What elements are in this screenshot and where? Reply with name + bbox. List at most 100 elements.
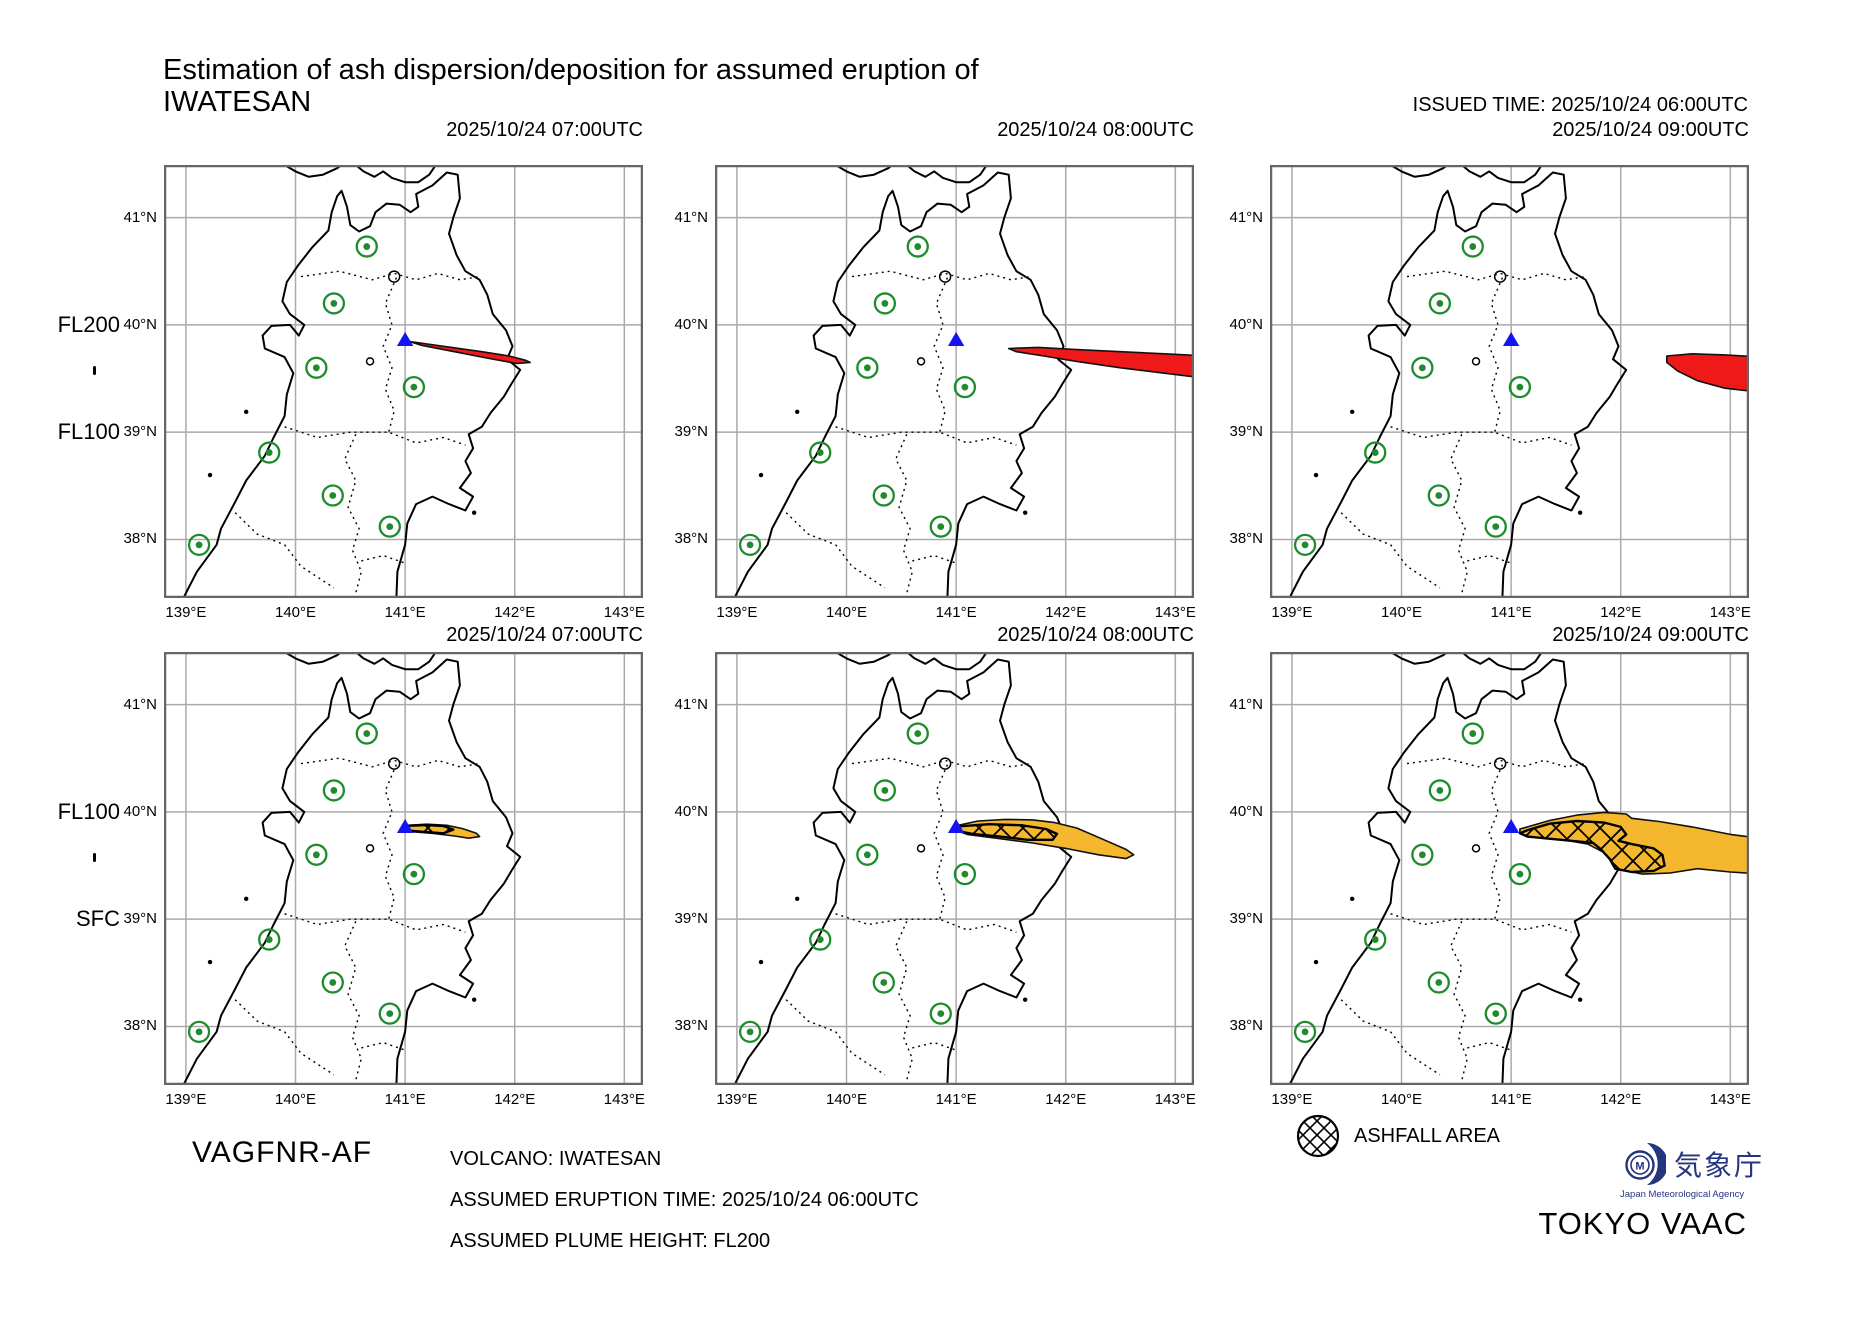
monitored-volcano-symbols [187, 722, 426, 1043]
map-canvas [1270, 165, 1749, 598]
small-island [471, 997, 477, 1002]
volcano-triangle-marker [396, 818, 414, 833]
monitored-volcano-icon [873, 779, 897, 802]
jma-logo-icon: M [1625, 1143, 1666, 1185]
row1-top-level-label: FL200 [57, 312, 120, 337]
lake-outline [365, 357, 375, 366]
small-island [1022, 510, 1028, 515]
prefecture-borders [234, 757, 480, 1081]
monitored-volcano-icon [321, 971, 344, 994]
monitored-volcano-icon [322, 779, 346, 802]
lake-outline [916, 357, 926, 366]
lon-tick-label: 141°E [1490, 1091, 1532, 1108]
small-island [1577, 997, 1583, 1002]
page-title-line1: Estimation of ash dispersion/deposition … [163, 54, 979, 86]
monitored-volcano-icon [929, 1002, 952, 1025]
ashfall-area-hatched [1518, 819, 1666, 874]
lon-tick-label: 142°E [1045, 604, 1087, 621]
small-island [244, 409, 249, 414]
row1-level-range-tick [93, 366, 96, 375]
lat-tick-label: 39°N [674, 910, 708, 928]
lat-tick-label: 41°N [674, 208, 708, 226]
monitored-volcano-icon [953, 862, 977, 886]
lake-outline [938, 270, 952, 283]
lon-tick-label: 141°E [384, 1091, 426, 1108]
monitored-volcano-icon [305, 843, 328, 866]
monitored-volcano-icon [187, 533, 211, 556]
small-island [795, 409, 800, 414]
lat-tick-label: 38°N [123, 530, 157, 548]
ashfall-legend: ASHFALL AREA [1296, 1114, 1500, 1158]
monitored-volcano-icon [1364, 441, 1387, 464]
lat-tick-label: 40°N [1229, 802, 1263, 820]
lon-tick-label: 143°E [603, 604, 645, 621]
monitored-volcano-icon [187, 1020, 211, 1043]
lat-tick-label: 39°N [123, 423, 157, 441]
lake-outline [387, 270, 401, 283]
monitored-volcano-icon [402, 862, 426, 886]
lat-tick-label: 40°N [674, 802, 708, 820]
monitored-volcano-symbols [1293, 722, 1532, 1043]
monitored-volcano-icon [1461, 722, 1484, 745]
monitored-volcano-icon [873, 292, 897, 315]
lat-tick-label: 38°N [1229, 1017, 1263, 1035]
ash-dispersion-area [1007, 346, 1194, 378]
monitored-volcano-icon [1411, 843, 1434, 866]
monitored-volcano-icon [1428, 779, 1452, 802]
lake-outline [365, 844, 375, 853]
monitored-volcano-icon [378, 515, 401, 538]
lon-tick-label: 139°E [716, 604, 758, 621]
lat-tick-label: 39°N [123, 910, 157, 928]
monitored-volcano-icon [1411, 356, 1434, 379]
volcano-triangle-marker [947, 818, 965, 833]
monitored-volcano-icon [1427, 971, 1450, 994]
lat-tick-label: 40°N [674, 315, 708, 333]
prefecture-borders [1340, 757, 1586, 1081]
monitored-volcano-symbols [738, 235, 977, 556]
prefecture-borders [785, 270, 1031, 594]
graticule [1270, 165, 1749, 598]
lon-tick-label: 139°E [1271, 1091, 1313, 1108]
monitored-volcano-icon [1484, 515, 1507, 538]
monitored-volcano-icon [1427, 484, 1450, 507]
coastline [182, 652, 522, 1085]
eruption-time-line: ASSUMED ERUPTION TIME: 2025/10/24 06:00U… [450, 1189, 919, 1211]
map-canvas [164, 652, 643, 1085]
panel-time-label: 2025/10/24 09:00UTC [1552, 119, 1749, 141]
small-island [244, 896, 249, 901]
row1-bottom-level-label: FL100 [57, 419, 120, 444]
small-island [1022, 997, 1028, 1002]
lon-tick-label: 141°E [935, 1091, 977, 1108]
volcano-triangle-marker [1502, 331, 1520, 346]
monitored-volcano-icon [872, 484, 895, 507]
graticule [1270, 652, 1749, 1085]
map-frame [715, 165, 1194, 598]
prefecture-borders [1340, 270, 1586, 594]
monitored-volcano-icon [1428, 292, 1452, 315]
lon-tick-label: 142°E [1600, 1091, 1642, 1108]
monitored-volcano-icon [906, 235, 929, 258]
monitored-volcano-symbols [187, 235, 426, 556]
lat-tick-label: 38°N [674, 530, 708, 548]
small-island [207, 472, 213, 478]
ash-dispersion-area [408, 340, 531, 365]
lat-tick-label: 41°N [674, 695, 708, 713]
small-island [1313, 472, 1319, 478]
monitored-volcano-icon [355, 722, 378, 745]
lon-tick-label: 139°E [716, 1091, 758, 1108]
lon-tick-label: 142°E [494, 604, 536, 621]
plume-height-line: ASSUMED PLUME HEIGHT: FL200 [450, 1230, 771, 1252]
panel-time-label: 2025/10/24 09:00UTC [1552, 624, 1749, 646]
map-canvas [715, 165, 1194, 598]
monitored-volcano-icon [906, 722, 929, 745]
map-panel-deposition-0900: 2025/10/24 09:00UTC 41°N 40°N 39°N 38°N 139°… [1229, 624, 1750, 1108]
monitored-volcano-icon [953, 375, 977, 399]
lon-tick-label: 143°E [1709, 1091, 1751, 1108]
row2-top-level-label: FL100 [57, 799, 120, 824]
small-island [207, 959, 213, 965]
jma-name-jp: 気象庁 [1674, 1150, 1765, 1181]
svg-text:M: M [1635, 1161, 1644, 1173]
map-panel-deposition-0700: 2025/10/24 07:00UTC 41°N 40°N 39°N 38°N 139°… [123, 624, 644, 1108]
lat-tick-label: 40°N [123, 802, 157, 820]
